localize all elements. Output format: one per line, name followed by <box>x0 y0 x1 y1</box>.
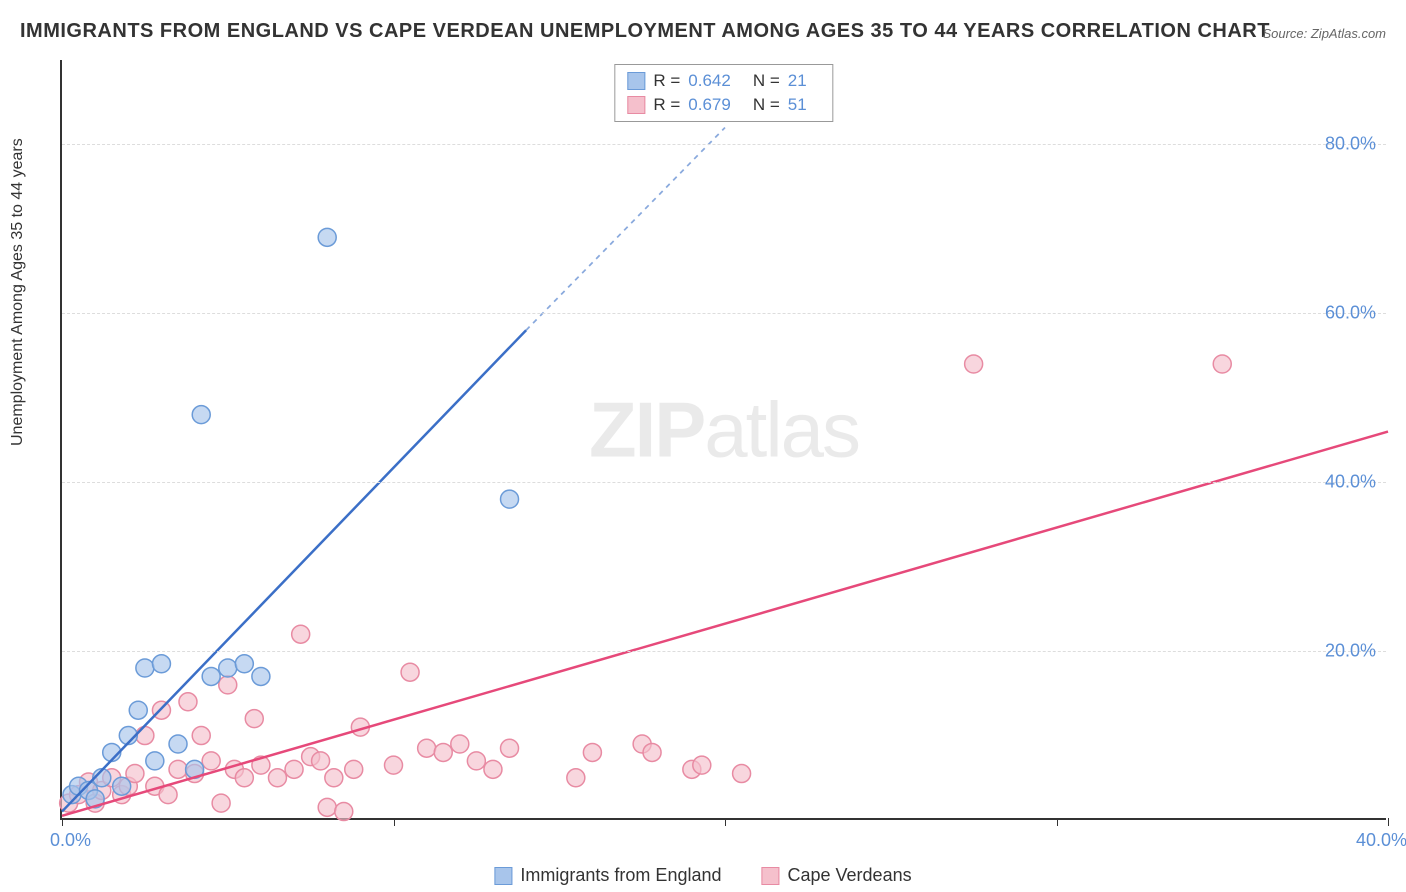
data-point <box>252 667 270 685</box>
legend-item-2: Cape Verdeans <box>761 865 911 886</box>
trend-line-extension <box>526 128 725 331</box>
y-tick-label: 40.0% <box>1325 472 1376 493</box>
y-axis-label: Unemployment Among Ages 35 to 44 years <box>9 138 27 446</box>
y-tick-label: 80.0% <box>1325 134 1376 155</box>
data-point <box>292 625 310 643</box>
y-tick-label: 20.0% <box>1325 641 1376 662</box>
data-point <box>345 760 363 778</box>
data-point <box>467 752 485 770</box>
stats-row-1: R = 0.642 N = 21 <box>627 69 820 93</box>
data-point <box>312 752 330 770</box>
data-point <box>451 735 469 753</box>
data-point <box>146 752 164 770</box>
data-point <box>113 777 131 795</box>
grid-line <box>62 144 1386 145</box>
data-point <box>501 739 519 757</box>
stats-box: R = 0.642 N = 21 R = 0.679 N = 51 <box>614 64 833 122</box>
r-label-2: R = <box>653 93 680 117</box>
r-label-1: R = <box>653 69 680 93</box>
r-value-2: 0.679 <box>688 93 731 117</box>
plot-svg <box>62 60 1386 818</box>
x-tick <box>1057 818 1058 826</box>
data-point <box>219 659 237 677</box>
data-point <box>136 727 154 745</box>
x-tick-label: 40.0% <box>1356 830 1406 851</box>
plot-area: ZIPatlas R = 0.642 N = 21 R = 0.679 N = … <box>60 60 1386 820</box>
data-point <box>136 659 154 677</box>
grid-line <box>62 482 1386 483</box>
data-point <box>159 786 177 804</box>
data-point <box>335 803 353 821</box>
data-point <box>268 769 286 787</box>
data-point <box>235 655 253 673</box>
legend-label-2: Cape Verdeans <box>787 865 911 886</box>
stats-row-2: R = 0.679 N = 51 <box>627 93 820 117</box>
x-tick <box>62 818 63 826</box>
data-point <box>385 756 403 774</box>
data-point <box>501 490 519 508</box>
data-point <box>152 655 170 673</box>
x-tick <box>394 818 395 826</box>
data-point <box>965 355 983 373</box>
data-point <box>285 760 303 778</box>
data-point <box>318 798 336 816</box>
data-point <box>643 743 661 761</box>
data-point <box>583 743 601 761</box>
data-point <box>567 769 585 787</box>
data-point <box>484 760 502 778</box>
data-point <box>219 676 237 694</box>
data-point <box>1213 355 1231 373</box>
data-point <box>418 739 436 757</box>
legend-swatch-1 <box>494 867 512 885</box>
data-point <box>434 743 452 761</box>
data-point <box>235 769 253 787</box>
legend-item-1: Immigrants from England <box>494 865 721 886</box>
x-tick <box>725 818 726 826</box>
grid-line <box>62 313 1386 314</box>
n-label-2: N = <box>753 93 780 117</box>
data-point <box>693 756 711 774</box>
y-tick-label: 60.0% <box>1325 303 1376 324</box>
data-point <box>318 228 336 246</box>
r-value-1: 0.642 <box>688 69 731 93</box>
n-value-2: 51 <box>788 93 807 117</box>
data-point <box>325 769 343 787</box>
data-point <box>202 752 220 770</box>
swatch-series1 <box>627 72 645 90</box>
x-tick-label: 0.0% <box>50 830 91 851</box>
n-label-1: N = <box>753 69 780 93</box>
data-point <box>169 735 187 753</box>
trend-line <box>62 432 1388 816</box>
data-point <box>129 701 147 719</box>
legend-swatch-2 <box>761 867 779 885</box>
data-point <box>212 794 230 812</box>
data-point <box>169 760 187 778</box>
bottom-legend: Immigrants from England Cape Verdeans <box>494 865 911 886</box>
chart-title: IMMIGRANTS FROM ENGLAND VS CAPE VERDEAN … <box>20 20 1270 43</box>
data-point <box>245 710 263 728</box>
data-point <box>192 727 210 745</box>
data-point <box>401 663 419 681</box>
x-tick <box>1388 818 1389 826</box>
source-attribution: Source: ZipAtlas.com <box>1262 26 1386 41</box>
data-point <box>202 667 220 685</box>
legend-label-1: Immigrants from England <box>520 865 721 886</box>
grid-line <box>62 651 1386 652</box>
swatch-series2 <box>627 96 645 114</box>
data-point <box>733 765 751 783</box>
data-point <box>192 406 210 424</box>
data-point <box>179 693 197 711</box>
n-value-1: 21 <box>788 69 807 93</box>
